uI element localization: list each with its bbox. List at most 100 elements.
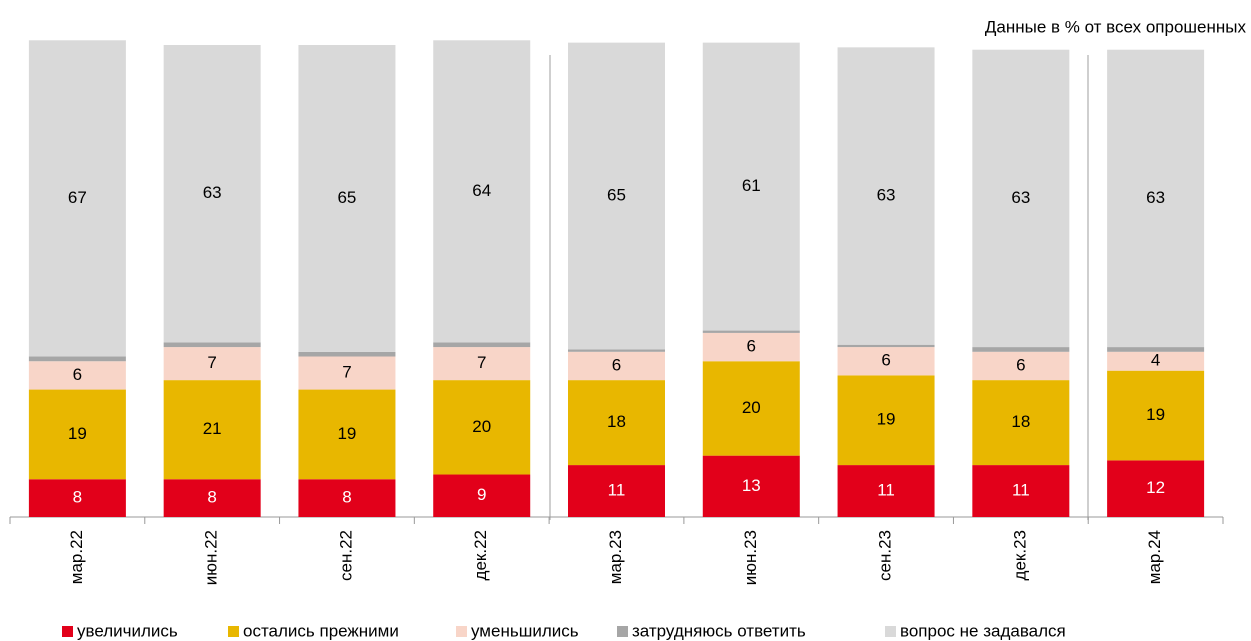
data-label: 6 bbox=[881, 351, 890, 370]
data-label: 7 bbox=[207, 353, 216, 372]
data-label: 11 bbox=[1012, 481, 1030, 500]
data-label: 21 bbox=[203, 419, 222, 438]
bar-segment bbox=[568, 42, 665, 350]
bar-segment bbox=[433, 347, 531, 381]
bar-segment bbox=[298, 389, 396, 480]
legend-swatch bbox=[885, 626, 896, 637]
legend-label: увеличились bbox=[77, 621, 178, 640]
data-label: 63 bbox=[203, 183, 222, 202]
bar-segment bbox=[568, 351, 665, 381]
data-label: 7 bbox=[477, 353, 486, 372]
data-label: 6 bbox=[747, 337, 756, 356]
bar-segment bbox=[163, 45, 261, 343]
bar-segment bbox=[28, 479, 126, 517]
bar-segment bbox=[163, 342, 261, 348]
x-tick-label: июн.22 bbox=[202, 530, 221, 585]
data-label: 19 bbox=[877, 410, 896, 429]
x-tick-label: июн.23 bbox=[741, 530, 760, 585]
legend-swatch bbox=[62, 626, 73, 637]
bar-segment bbox=[972, 347, 1070, 352]
bar-segment bbox=[433, 40, 531, 343]
bar-segment bbox=[28, 356, 126, 362]
bar-segment bbox=[837, 375, 935, 466]
bar-segment bbox=[433, 474, 531, 517]
legend-label: вопрос не задавался bbox=[900, 621, 1066, 640]
bar-segment bbox=[28, 40, 126, 357]
bar-segment bbox=[568, 349, 665, 352]
bar-segment bbox=[702, 332, 800, 362]
data-label: 11 bbox=[877, 481, 895, 500]
bar-segment bbox=[1107, 460, 1205, 517]
x-tick-label: мар.22 bbox=[67, 530, 86, 584]
bar-segment bbox=[163, 380, 261, 480]
bar-segment bbox=[1107, 49, 1205, 348]
data-label: 8 bbox=[73, 488, 82, 507]
bar-segment bbox=[972, 465, 1070, 517]
data-label: 61 bbox=[742, 176, 761, 195]
data-label: 65 bbox=[607, 186, 626, 205]
data-label: 6 bbox=[1016, 355, 1025, 374]
bar-segment bbox=[298, 351, 396, 357]
data-label: 19 bbox=[1146, 405, 1165, 424]
chart-subtitle: Данные в % от всех опрошенных bbox=[985, 17, 1247, 36]
bar-segment bbox=[702, 330, 800, 333]
bar-segment bbox=[568, 465, 665, 517]
data-label: 20 bbox=[472, 417, 491, 436]
bar-segment bbox=[298, 479, 396, 517]
legend-label: затрудняюсь ответить bbox=[632, 621, 806, 640]
bar-segment bbox=[433, 380, 531, 475]
bar-segment bbox=[972, 351, 1070, 381]
data-label: 6 bbox=[612, 355, 621, 374]
bar-segment bbox=[298, 356, 396, 390]
bar-segment bbox=[28, 361, 126, 390]
data-label: 63 bbox=[877, 186, 896, 205]
legend-swatch bbox=[456, 626, 467, 637]
bar-segment bbox=[28, 389, 126, 480]
x-tick-label: мар.24 bbox=[1145, 530, 1164, 584]
x-tick-label: сен.23 bbox=[876, 530, 895, 581]
bar-segment bbox=[837, 347, 935, 376]
data-label: 4 bbox=[1151, 351, 1160, 370]
bar-segment bbox=[972, 49, 1070, 348]
x-tick-label: мар.23 bbox=[606, 530, 625, 584]
data-label: 63 bbox=[1011, 188, 1030, 207]
data-label: 65 bbox=[337, 188, 356, 207]
legend-swatch bbox=[228, 626, 239, 637]
bar-segment bbox=[163, 479, 261, 517]
bar-segment bbox=[702, 455, 800, 517]
legend-swatch bbox=[617, 626, 628, 637]
data-label: 67 bbox=[68, 188, 87, 207]
bar-segment bbox=[702, 42, 800, 331]
data-label: 19 bbox=[68, 424, 87, 443]
data-label: 9 bbox=[477, 485, 486, 504]
bar-segment bbox=[163, 347, 261, 381]
x-tick-label: дек.23 bbox=[1010, 530, 1029, 580]
bar-segment bbox=[1107, 347, 1205, 352]
data-label: 19 bbox=[337, 424, 356, 443]
bar-segment bbox=[972, 380, 1070, 466]
bar-segment bbox=[1107, 351, 1205, 371]
bar-segment bbox=[568, 380, 665, 466]
data-label: 6 bbox=[73, 365, 82, 384]
data-label: 18 bbox=[1011, 412, 1030, 431]
data-label: 7 bbox=[342, 363, 351, 382]
data-label: 8 bbox=[207, 488, 216, 507]
data-label: 63 bbox=[1146, 188, 1165, 207]
data-label: 20 bbox=[742, 398, 761, 417]
bar-segment bbox=[433, 342, 531, 348]
legend-label: остались прежними bbox=[243, 621, 399, 640]
data-label: 12 bbox=[1146, 478, 1165, 497]
bar-segment bbox=[1107, 370, 1205, 461]
bar-segment bbox=[837, 344, 935, 348]
bar-segment bbox=[837, 47, 935, 345]
data-label: 13 bbox=[742, 476, 761, 495]
data-label: 11 bbox=[608, 481, 626, 500]
legend-label: уменьшились bbox=[471, 621, 579, 640]
x-tick-label: сен.22 bbox=[336, 530, 355, 581]
bar-segment bbox=[702, 361, 800, 456]
bar-segment bbox=[298, 45, 396, 352]
data-label: 18 bbox=[607, 412, 626, 431]
data-label: 64 bbox=[472, 181, 491, 200]
data-label: 8 bbox=[342, 488, 351, 507]
